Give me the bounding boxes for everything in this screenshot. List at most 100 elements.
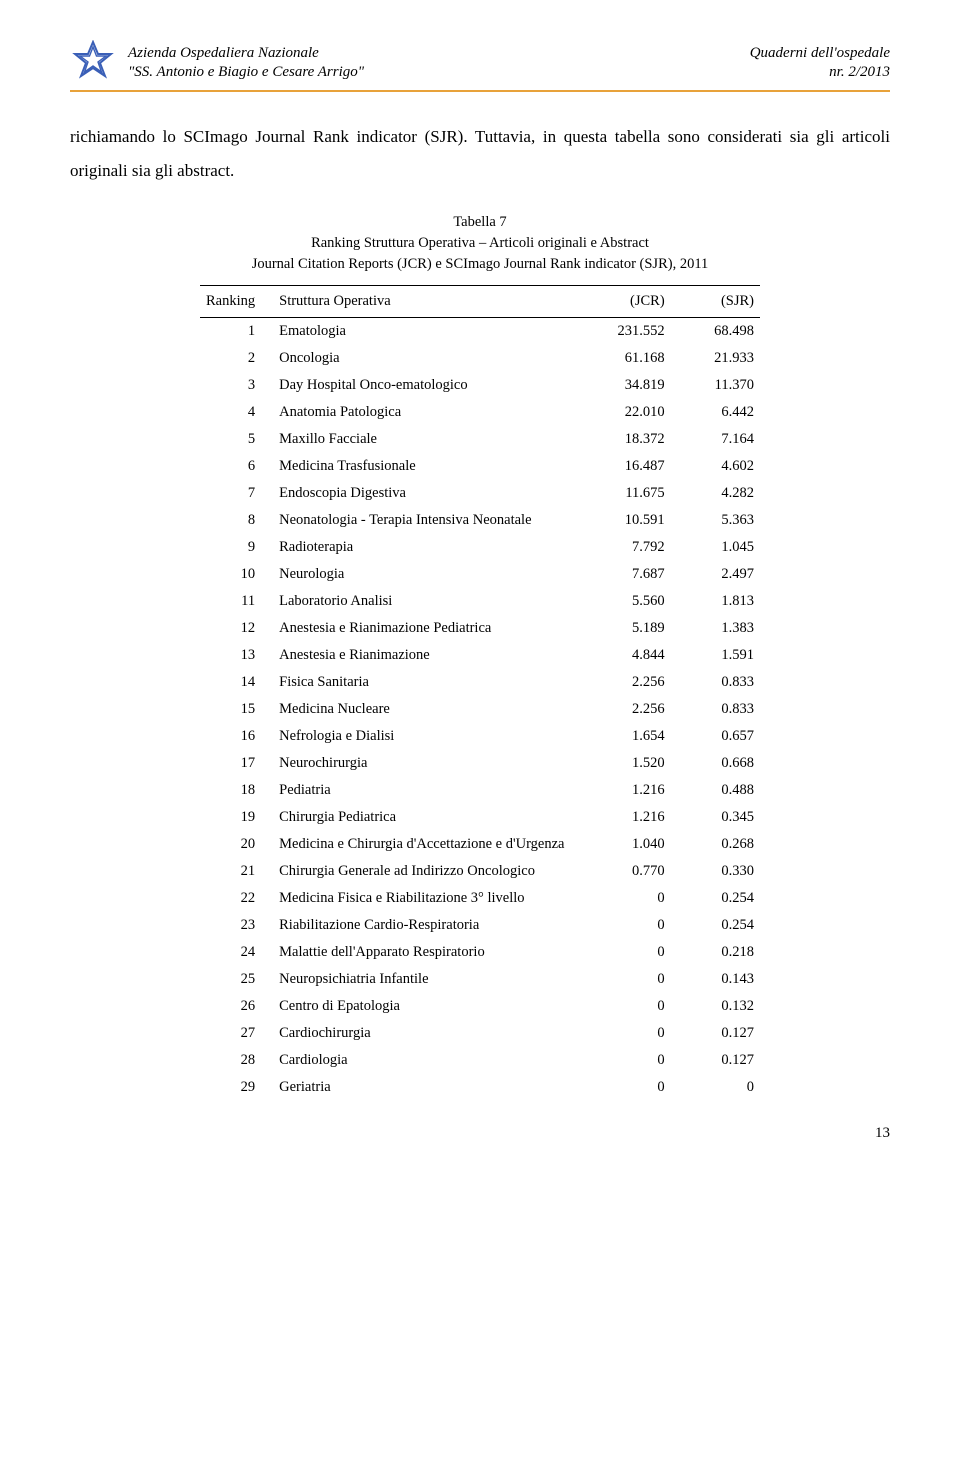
table-row: 15Medicina Nucleare2.2560.833 [200, 696, 760, 723]
cell-name: Medicina Nucleare [273, 696, 581, 723]
table-row: 6Medicina Trasfusionale16.4874.602 [200, 453, 760, 480]
cell-rank: 29 [200, 1074, 273, 1101]
table-row: 19Chirurgia Pediatrica1.2160.345 [200, 804, 760, 831]
cell-rank: 11 [200, 588, 273, 615]
table-row: 25Neuropsichiatria Infantile00.143 [200, 966, 760, 993]
cell-sjr: 0.345 [671, 804, 760, 831]
header-pub-line2: nr. 2/2013 [750, 63, 890, 82]
table-row: 27Cardiochirurgia00.127 [200, 1020, 760, 1047]
cell-sjr: 0.833 [671, 669, 760, 696]
cell-name: Cardiologia [273, 1047, 581, 1074]
cell-jcr: 18.372 [581, 426, 671, 453]
cell-rank: 4 [200, 399, 273, 426]
cell-jcr: 0 [581, 939, 671, 966]
cell-name: Anestesia e Rianimazione Pediatrica [273, 615, 581, 642]
table-title-line3: Journal Citation Reports (JCR) e SCImago… [210, 254, 750, 275]
cell-rank: 14 [200, 669, 273, 696]
cell-jcr: 1.040 [581, 831, 671, 858]
cell-jcr: 5.189 [581, 615, 671, 642]
table-row: 18Pediatria1.2160.488 [200, 777, 760, 804]
table-row: 1Ematologia231.55268.498 [200, 318, 760, 346]
cell-jcr: 0.770 [581, 858, 671, 885]
cell-rank: 24 [200, 939, 273, 966]
cell-sjr: 0.833 [671, 696, 760, 723]
cell-jcr: 1.654 [581, 723, 671, 750]
cell-name: Neurochirurgia [273, 750, 581, 777]
cell-sjr: 0.268 [671, 831, 760, 858]
cell-name: Chirurgia Generale ad Indirizzo Oncologi… [273, 858, 581, 885]
cell-name: Pediatria [273, 777, 581, 804]
cell-name: Anestesia e Rianimazione [273, 642, 581, 669]
cell-name: Endoscopia Digestiva [273, 480, 581, 507]
cell-sjr: 0.254 [671, 912, 760, 939]
table-title-line1: Tabella 7 [210, 212, 750, 233]
cell-jcr: 16.487 [581, 453, 671, 480]
cell-rank: 19 [200, 804, 273, 831]
cell-sjr: 0 [671, 1074, 760, 1101]
table-row: 16Nefrologia e Dialisi1.6540.657 [200, 723, 760, 750]
cell-name: Neurologia [273, 561, 581, 588]
cell-rank: 15 [200, 696, 273, 723]
cell-sjr: 0.218 [671, 939, 760, 966]
cell-rank: 12 [200, 615, 273, 642]
cell-rank: 20 [200, 831, 273, 858]
table-row: 28Cardiologia00.127 [200, 1047, 760, 1074]
table-row: 5Maxillo Facciale18.3727.164 [200, 426, 760, 453]
cell-name: Neuropsichiatria Infantile [273, 966, 581, 993]
page-header: Azienda Ospedaliera Nazionale "SS. Anton… [70, 40, 890, 92]
table-row: 11Laboratorio Analisi5.5601.813 [200, 588, 760, 615]
table-row: 4Anatomia Patologica22.0106.442 [200, 399, 760, 426]
cell-rank: 1 [200, 318, 273, 346]
col-jcr: (JCR) [581, 286, 671, 318]
cell-name: Nefrologia e Dialisi [273, 723, 581, 750]
cell-rank: 16 [200, 723, 273, 750]
cell-name: Fisica Sanitaria [273, 669, 581, 696]
table-row: 20Medicina e Chirurgia d'Accettazione e … [200, 831, 760, 858]
table-row: 26Centro di Epatologia00.132 [200, 993, 760, 1020]
page-container: Azienda Ospedaliera Nazionale "SS. Anton… [0, 0, 960, 1182]
table-title-line2: Ranking Struttura Operativa – Articoli o… [210, 233, 750, 254]
cell-name: Chirurgia Pediatrica [273, 804, 581, 831]
cell-sjr: 4.282 [671, 480, 760, 507]
cell-name: Anatomia Patologica [273, 399, 581, 426]
col-sjr: (SJR) [671, 286, 760, 318]
cell-name: Riabilitazione Cardio-Respiratoria [273, 912, 581, 939]
cell-sjr: 1.383 [671, 615, 760, 642]
cell-name: Medicina e Chirurgia d'Accettazione e d'… [273, 831, 581, 858]
cell-rank: 22 [200, 885, 273, 912]
cell-sjr: 6.442 [671, 399, 760, 426]
cell-rank: 27 [200, 1020, 273, 1047]
cell-rank: 23 [200, 912, 273, 939]
cell-rank: 26 [200, 993, 273, 1020]
cell-jcr: 0 [581, 1047, 671, 1074]
cell-jcr: 4.844 [581, 642, 671, 669]
cell-sjr: 0.127 [671, 1020, 760, 1047]
cell-jcr: 1.216 [581, 804, 671, 831]
cell-jcr: 7.687 [581, 561, 671, 588]
header-org-block: Azienda Ospedaliera Nazionale "SS. Anton… [128, 44, 750, 82]
cell-jcr: 10.591 [581, 507, 671, 534]
cell-sjr: 0.668 [671, 750, 760, 777]
cell-rank: 28 [200, 1047, 273, 1074]
cell-jcr: 0 [581, 1020, 671, 1047]
cell-jcr: 61.168 [581, 345, 671, 372]
cell-name: Centro di Epatologia [273, 993, 581, 1020]
header-org-line2: "SS. Antonio e Biagio e Cesare Arrigo" [128, 63, 750, 82]
cell-jcr: 0 [581, 1074, 671, 1101]
cell-sjr: 4.602 [671, 453, 760, 480]
cell-rank: 5 [200, 426, 273, 453]
cell-rank: 3 [200, 372, 273, 399]
header-pub-line1: Quaderni dell'ospedale [750, 44, 890, 63]
cell-name: Day Hospital Onco-ematologico [273, 372, 581, 399]
cell-rank: 2 [200, 345, 273, 372]
body-paragraph: richiamando lo SCImago Journal Rank indi… [70, 120, 890, 188]
ranking-table: Ranking Struttura Operativa (JCR) (SJR) … [200, 285, 760, 1101]
cell-sjr: 1.813 [671, 588, 760, 615]
table-row: 24Malattie dell'Apparato Respiratorio00.… [200, 939, 760, 966]
col-struttura: Struttura Operativa [273, 286, 581, 318]
table-row: 22Medicina Fisica e Riabilitazione 3° li… [200, 885, 760, 912]
cell-sjr: 11.370 [671, 372, 760, 399]
cell-sjr: 0.254 [671, 885, 760, 912]
cell-rank: 18 [200, 777, 273, 804]
cell-jcr: 7.792 [581, 534, 671, 561]
